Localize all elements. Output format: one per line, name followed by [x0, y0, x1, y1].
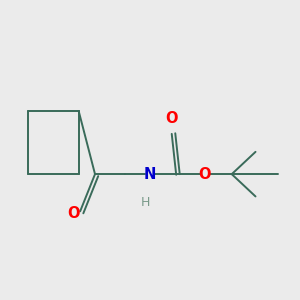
Text: H: H — [141, 196, 150, 208]
Text: O: O — [165, 111, 178, 126]
Text: N: N — [144, 167, 156, 182]
Text: O: O — [68, 206, 80, 221]
Text: O: O — [199, 167, 211, 182]
